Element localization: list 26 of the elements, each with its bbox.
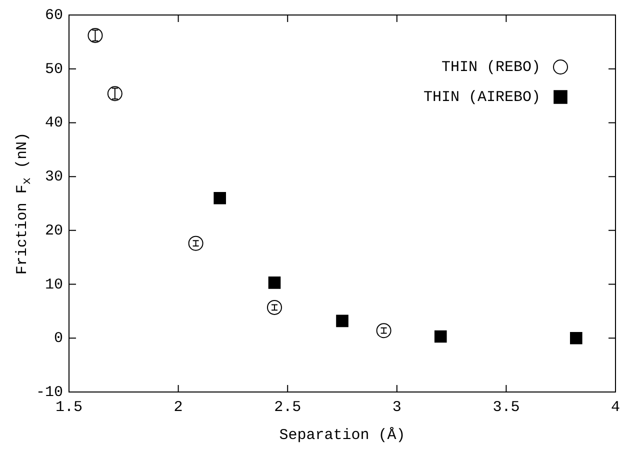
x-tick-label: 3.5 [492,398,520,416]
x-tick-label: 2.5 [274,398,302,416]
y-tick-label: -10 [36,384,64,401]
y-tick-label: 30 [44,168,64,186]
y-tick-label: 10 [44,276,64,294]
x-tick-label: 2 [174,398,183,416]
x-tick-label: 3 [392,398,402,416]
point [214,192,226,204]
x-tick-label: 4 [610,398,620,416]
y-axis-title: Friction Fx (nN) [14,132,34,275]
y-tick-label: 40 [44,114,64,132]
x-axis-title: Separation (Å) [279,426,406,444]
y-tick-label: 0 [54,330,64,348]
point [336,314,348,328]
y-tick-label: 60 [44,6,64,24]
point [268,276,281,289]
point [434,330,447,343]
legend-label: THIN (AIREBO) [423,88,540,106]
point [266,300,282,315]
point [570,332,582,344]
point [376,323,392,338]
x-tick-label: 1.5 [55,398,83,416]
legend-label: THIN (REBO) [441,58,540,76]
point [188,236,204,251]
y-tick-label: 20 [44,222,64,240]
y-tick-label: 50 [44,60,64,78]
